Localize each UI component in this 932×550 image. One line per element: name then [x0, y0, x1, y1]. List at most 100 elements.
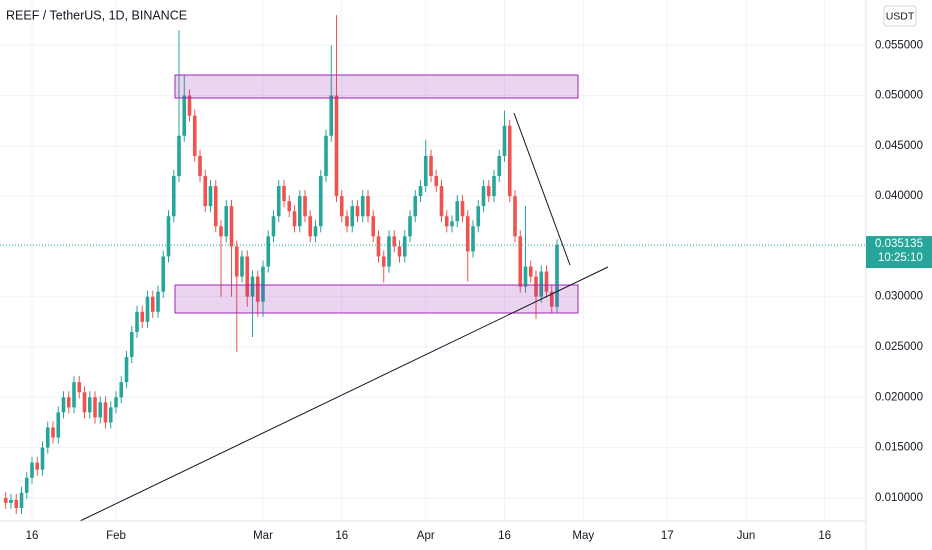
candle-body: [51, 427, 55, 438]
candle-body: [439, 186, 444, 217]
candle-body: [234, 246, 239, 277]
candle-body: [465, 216, 470, 252]
candle-body: [208, 186, 213, 207]
candle-body: [108, 407, 113, 423]
candle-body: [371, 216, 376, 237]
candle-body: [355, 206, 360, 217]
y-tick-label: 0.050000: [875, 90, 923, 102]
drawings: [79, 74, 609, 522]
candle-body: [103, 402, 108, 423]
x-tick-label: 16: [26, 530, 39, 542]
candle-body: [93, 397, 97, 418]
candle-body: [14, 499, 19, 508]
candle-body: [150, 296, 155, 312]
candle-body: [129, 331, 134, 358]
candle-body: [544, 271, 549, 292]
y-tick-label: 0.030000: [875, 291, 923, 303]
candle-body: [513, 196, 517, 237]
y-tick-label: 0.020000: [875, 391, 923, 403]
candle-body: [429, 155, 433, 177]
candle-body: [555, 245, 559, 307]
last-price-label: 0.035135: [875, 238, 923, 250]
candle-body: [481, 186, 486, 207]
candle-body: [345, 216, 349, 227]
candle-body: [213, 186, 218, 227]
candle-body: [455, 201, 460, 222]
x-tick-label: 16: [498, 530, 511, 542]
candle-body: [98, 402, 103, 418]
candle-body: [266, 236, 271, 267]
candle-body: [166, 216, 171, 257]
candle-body: [528, 266, 533, 277]
candle-body: [376, 236, 381, 257]
candle-body: [187, 95, 192, 116]
x-tick-label: Feb: [106, 530, 126, 542]
candle-body: [271, 216, 276, 237]
candle-body: [460, 201, 465, 217]
candle-body: [549, 291, 554, 307]
candle-body: [145, 296, 150, 322]
candle-body: [182, 95, 187, 136]
candle-body: [381, 256, 386, 267]
candle-body: [402, 236, 407, 257]
candle-body: [350, 206, 355, 227]
candle-body: [360, 196, 365, 217]
candle-body: [518, 236, 523, 287]
candle-body: [56, 412, 61, 438]
trend-line: [513, 112, 571, 266]
candle-body: [476, 206, 481, 227]
x-tick-label: Mar: [253, 530, 273, 542]
candle-body: [397, 246, 402, 257]
candle-body: [276, 186, 281, 217]
y-tick-label: 0.040000: [875, 190, 923, 202]
candle-body: [324, 135, 328, 177]
support-zone: [174, 284, 579, 314]
candle-body: [156, 291, 160, 312]
candle-body: [219, 226, 223, 237]
candle-body: [418, 186, 423, 197]
currency: USDT: [886, 10, 915, 22]
candle-body: [313, 226, 318, 237]
candle-body: [124, 357, 129, 383]
candle-body: [392, 236, 397, 247]
candle-body: [9, 499, 13, 503]
candle-body: [339, 196, 344, 217]
candle-body: [250, 276, 255, 297]
x-tick-label: 16: [818, 530, 831, 542]
y-tick-label: 0.045000: [875, 140, 923, 152]
candle-body: [224, 206, 229, 237]
candle-body: [334, 95, 339, 197]
candle-body: [245, 256, 250, 297]
candle-body: [387, 236, 391, 267]
candle-body: [261, 266, 265, 302]
candle-body: [87, 397, 92, 413]
candle-body: [177, 135, 181, 177]
x-tick-label: 17: [661, 530, 674, 542]
candles: [3, 15, 559, 514]
candle-body: [40, 447, 45, 470]
candle-body: [486, 186, 491, 197]
candle-body: [161, 256, 166, 292]
candle-body: [492, 176, 496, 197]
candle-body: [292, 211, 297, 227]
candle-body: [308, 216, 313, 237]
x-tick-label: Apr: [417, 530, 435, 542]
candle-body: [45, 427, 50, 448]
candle-body: [434, 176, 439, 187]
candle-body: [114, 397, 118, 408]
candle-body: [366, 196, 370, 217]
grid: [0, 0, 866, 521]
candle-body: [507, 125, 512, 197]
candle-body: [497, 155, 502, 177]
trend-line: [79, 266, 609, 522]
candle-body: [423, 155, 428, 187]
candle-body: [450, 221, 454, 227]
candle-body: [3, 497, 8, 503]
x-tick-label: May: [572, 530, 594, 542]
candle-body: [471, 226, 475, 252]
candle-body: [229, 206, 234, 247]
candle-body: [77, 382, 82, 393]
candle-body: [523, 266, 528, 287]
